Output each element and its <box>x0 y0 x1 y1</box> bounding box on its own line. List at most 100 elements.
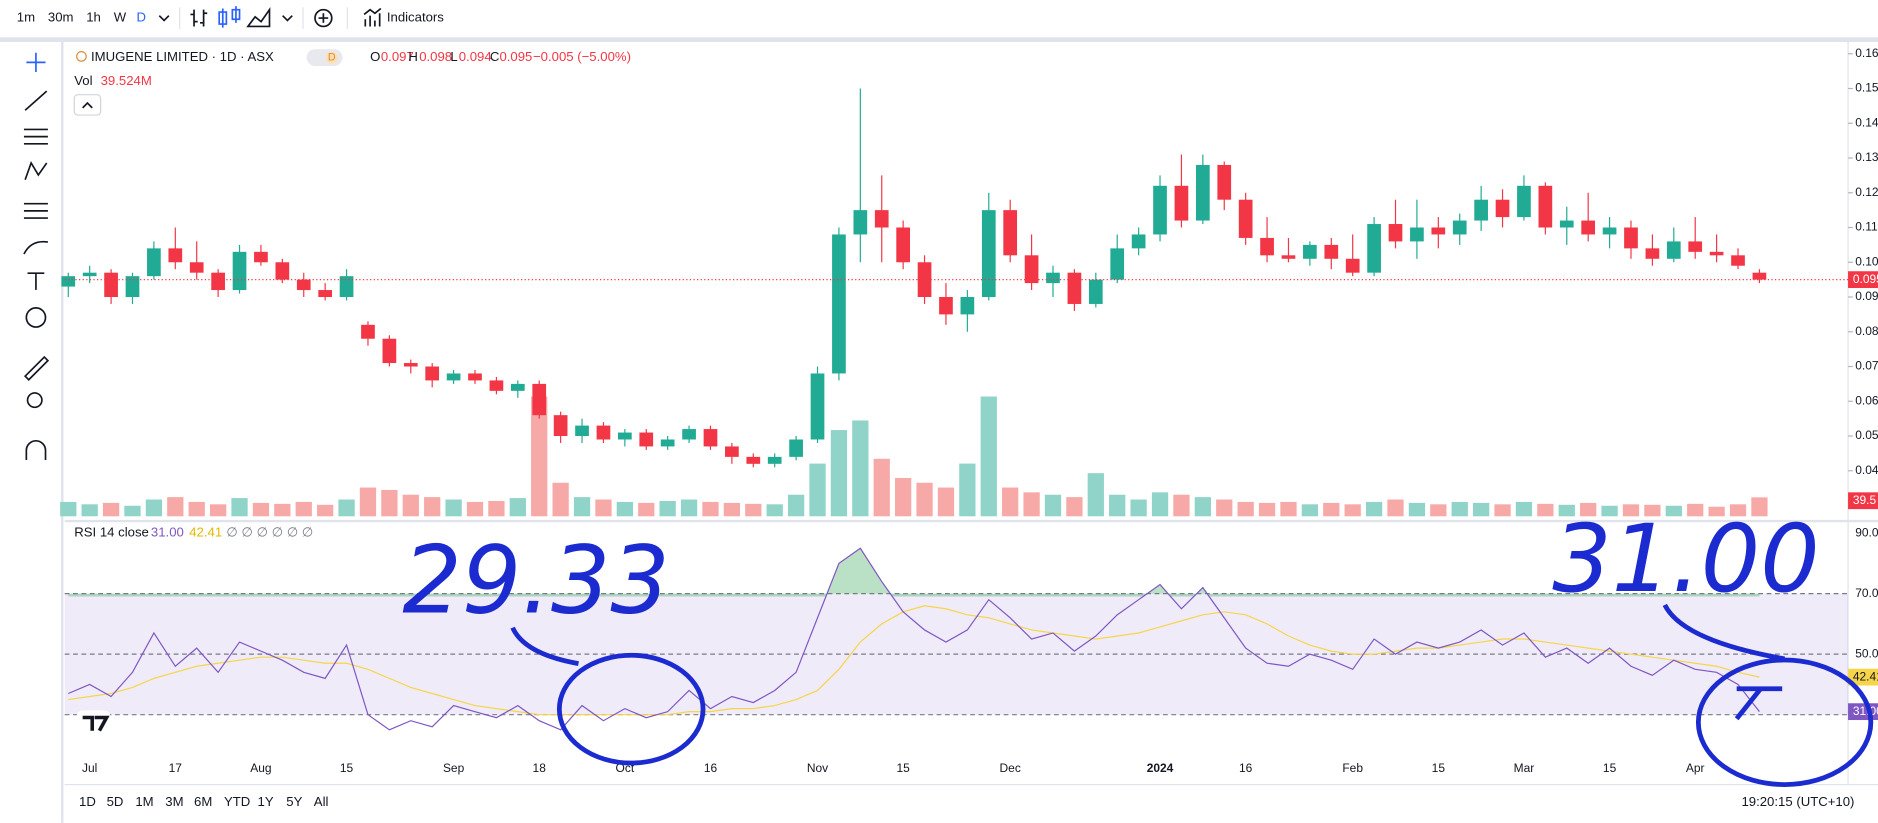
volume-bar <box>1344 504 1361 517</box>
volume-bar <box>1494 504 1511 517</box>
volume-bar <box>1451 501 1468 517</box>
range-button[interactable]: 6M <box>194 794 212 809</box>
interval[interactable]: W <box>114 10 127 25</box>
candle-body <box>960 297 975 315</box>
range-button[interactable]: 3M <box>165 794 183 809</box>
y-tick-label: 0.060 <box>1855 393 1878 407</box>
candle-body <box>1688 241 1703 252</box>
y-tick-label: 0.040 <box>1855 463 1878 477</box>
candle-body <box>1260 237 1274 256</box>
volume-bar <box>1109 494 1126 517</box>
dropdown-icon[interactable] <box>282 15 293 22</box>
volume-bar <box>830 430 848 517</box>
indicators-icon[interactable] <box>363 7 382 27</box>
candles-icon[interactable] <box>218 6 241 28</box>
candle-body <box>361 324 375 339</box>
candle-body <box>403 363 418 367</box>
pattern-tool[interactable] <box>24 161 48 181</box>
candle-body <box>189 262 204 273</box>
volume-bar <box>852 420 869 517</box>
annotation-text: 31.00 <box>1552 505 1819 614</box>
emoji-tool[interactable] <box>25 307 47 328</box>
projection-tool[interactable] <box>23 202 48 219</box>
interval[interactable]: 1m <box>17 10 35 25</box>
candle-body <box>1281 255 1296 259</box>
range-button[interactable]: 1D <box>79 794 96 809</box>
y-tick-label: 0.120 <box>1855 185 1878 199</box>
dropdown-icon[interactable] <box>158 15 170 22</box>
bars-icon[interactable] <box>190 9 208 27</box>
volume-bar <box>402 494 419 517</box>
text-tool[interactable] <box>27 272 45 290</box>
volume-bar <box>895 477 912 517</box>
compare-icon[interactable] <box>314 8 333 28</box>
tv-logo-mark <box>82 715 110 732</box>
candle-body <box>1752 272 1767 280</box>
candle-body <box>1559 220 1574 228</box>
indicators-button[interactable]: Indicators <box>387 10 444 25</box>
ohlc-label: C <box>490 49 500 64</box>
volume-bar <box>1408 502 1426 517</box>
volume-bar <box>381 489 398 517</box>
candle-body <box>1367 224 1381 273</box>
volume-bar <box>1751 497 1768 517</box>
trendline-tool[interactable] <box>24 90 48 111</box>
volume-bar <box>1258 502 1276 517</box>
magnet-tool[interactable] <box>25 440 47 461</box>
area-icon[interactable] <box>246 7 271 28</box>
volume-bar <box>959 463 976 517</box>
collapse-button[interactable] <box>73 94 102 116</box>
range-button[interactable]: 5D <box>107 794 124 809</box>
range-button[interactable]: 1M <box>135 794 153 809</box>
candle-body <box>575 425 589 437</box>
range-button[interactable]: 5Y <box>286 794 302 809</box>
volume-bar <box>916 482 933 517</box>
volume-bar <box>274 503 291 517</box>
annotation-circle <box>1695 657 1874 787</box>
candle-body <box>1602 227 1617 235</box>
volume-bar <box>1173 494 1190 517</box>
range-button[interactable]: YTD <box>224 794 250 809</box>
collapse-icon <box>82 101 93 109</box>
range-button[interactable]: All <box>314 794 329 809</box>
volume-bar <box>60 501 77 517</box>
ohlc-value: 0.098 <box>419 49 452 64</box>
measure-tool[interactable] <box>23 355 50 381</box>
toolbar-border <box>0 37 1878 43</box>
volume-bar <box>488 500 505 517</box>
volume-bar <box>1044 494 1062 517</box>
candle-body <box>853 210 868 235</box>
candle-body <box>1195 164 1210 221</box>
candle-body <box>981 210 996 298</box>
price-tag <box>1848 271 1878 289</box>
x-tick-label: Feb <box>1342 761 1363 775</box>
annotation-stroke <box>1662 603 1785 721</box>
zoom-tool[interactable] <box>26 392 43 409</box>
candle-body <box>1217 164 1232 200</box>
ohlc-label: H <box>408 49 418 64</box>
volume-bar <box>1601 505 1618 517</box>
volume-bar <box>1301 504 1319 517</box>
candle-body <box>510 383 525 391</box>
candle-body <box>1645 248 1660 259</box>
y-tick-label: 0.150 <box>1855 81 1878 95</box>
interval[interactable]: 1h <box>86 10 101 25</box>
fib-tool[interactable] <box>23 128 48 145</box>
interval[interactable]: 30m <box>48 10 74 25</box>
candle-body <box>682 429 696 440</box>
volume-bar <box>1023 492 1040 517</box>
rsi-ma-line <box>68 605 1760 716</box>
x-tick-label: 15 <box>340 761 354 775</box>
brush-tool[interactable] <box>23 240 49 255</box>
volume-bar <box>1002 487 1019 517</box>
candle-body <box>553 415 568 437</box>
interval-active[interactable]: D <box>137 10 147 25</box>
range-button[interactable]: 1Y <box>258 794 274 809</box>
candle-body <box>1666 241 1681 259</box>
x-tick-label: 17 <box>169 761 183 775</box>
legend: IMUGENE LIMITED · 1D · ASX D O 0.097 H 0… <box>73 49 631 540</box>
crosshair-tool[interactable] <box>26 52 46 72</box>
annotation-stroke <box>510 626 579 666</box>
volume-bar <box>167 497 184 517</box>
